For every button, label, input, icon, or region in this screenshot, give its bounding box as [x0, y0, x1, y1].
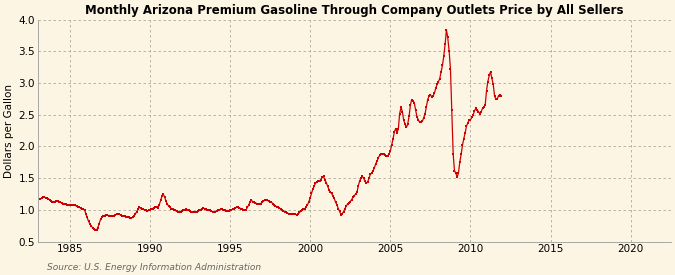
- Y-axis label: Dollars per Gallon: Dollars per Gallon: [4, 84, 14, 178]
- Text: Source: U.S. Energy Information Administration: Source: U.S. Energy Information Administ…: [47, 263, 261, 272]
- Title: Monthly Arizona Premium Gasoline Through Company Outlets Price by All Sellers: Monthly Arizona Premium Gasoline Through…: [85, 4, 624, 17]
